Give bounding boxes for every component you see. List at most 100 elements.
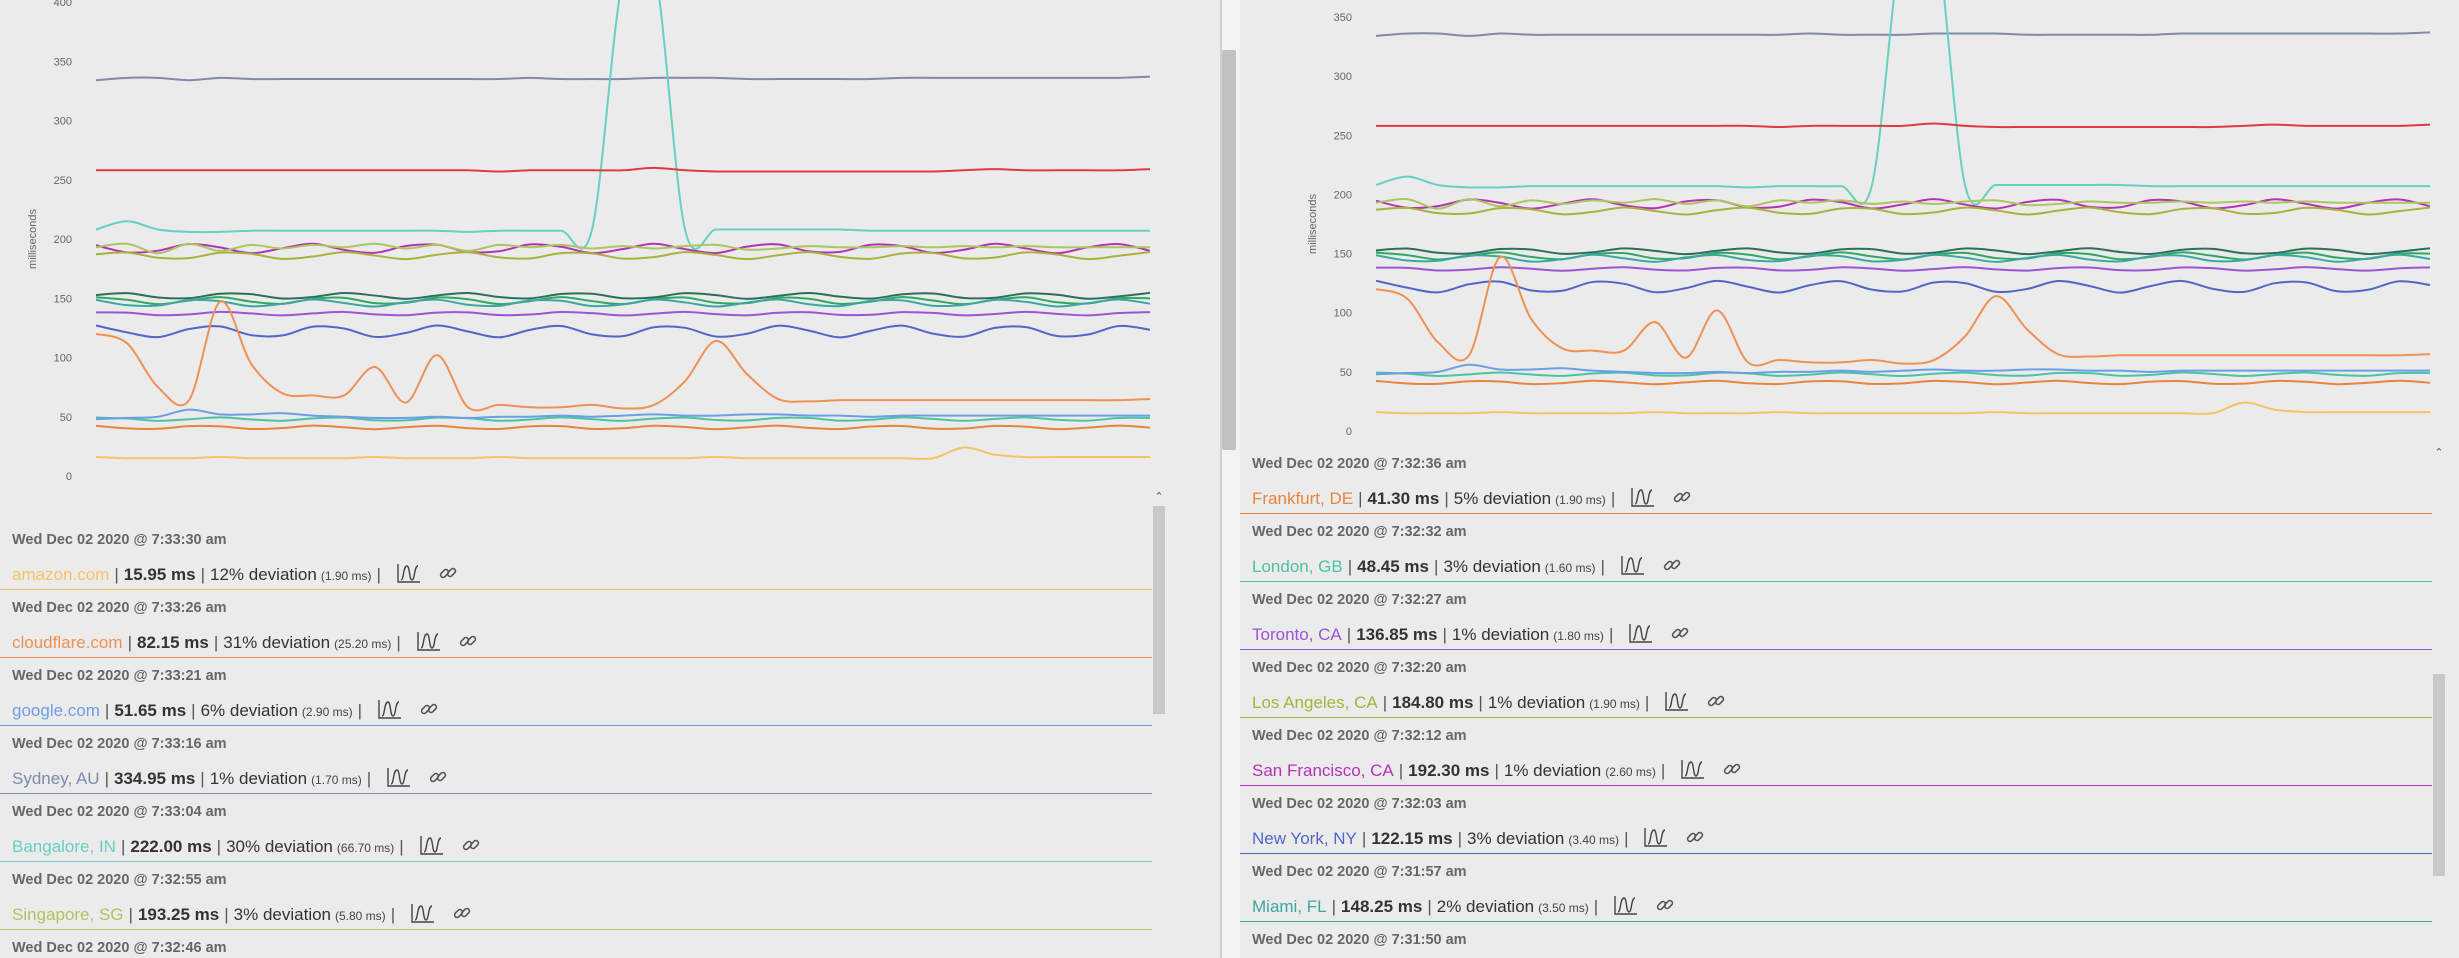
entry-summary: San Francisco, CA | 192.30 ms | 1% deviation… (1252, 754, 1742, 781)
series-line-cloudflare (1375, 255, 2431, 367)
link-icon[interactable] (1672, 487, 1692, 507)
link-icon[interactable] (1655, 895, 1675, 915)
log-entry: Wed Dec 02 2020 @ 7:33:30 am amazon.com | 1… (0, 522, 1152, 590)
series-line-toronto (1375, 266, 2431, 272)
trend-chart-icon[interactable] (416, 630, 442, 652)
y-tick-label: 250 (1334, 130, 1352, 142)
series-line-bangalore (95, 0, 1150, 250)
link-icon[interactable] (1706, 691, 1726, 711)
series-line-losangeles (1375, 206, 2431, 216)
entry-location: New York, NY (1252, 829, 1357, 848)
entry-deviation-ms: (5.80 ms) (335, 909, 386, 923)
link-icon[interactable] (1662, 555, 1682, 575)
entry-latency: 122.15 ms (1371, 829, 1453, 848)
separator: | (1593, 897, 1599, 916)
entry-location: Miami, FL (1252, 897, 1327, 916)
log-entry: Wed Dec 02 2020 @ 7:33:16 am Sydney, AU | 3… (0, 726, 1152, 794)
log-entry: Wed Dec 02 2020 @ 7:32:36 am Frankfurt, D… (1240, 446, 2432, 514)
trend-chart-icon[interactable] (396, 562, 422, 584)
scroll-up-icon[interactable]: ⌃ (2434, 447, 2444, 459)
entry-timestamp: Wed Dec 02 2020 @ 7:31:50 am (1252, 932, 1467, 948)
series-line-miami (1375, 253, 2431, 263)
link-icon[interactable] (461, 835, 481, 855)
link-icon[interactable] (1722, 759, 1742, 779)
entry-location: amazon.com (12, 565, 110, 584)
log-entry: Wed Dec 02 2020 @ 7:32:03 am New York, NY… (1240, 786, 2432, 854)
log-entry: Wed Dec 02 2020 @ 7:32:32 am London, GB | 4… (1240, 514, 2432, 582)
series-line-newyork (95, 324, 1151, 339)
link-icon[interactable] (428, 767, 448, 787)
separator: | (1660, 761, 1666, 780)
entry-deviation: 2% deviation (1436, 897, 1535, 916)
link-icon[interactable] (458, 631, 478, 651)
trend-chart-icon[interactable] (1664, 690, 1690, 712)
trend-chart-icon[interactable] (1643, 826, 1669, 848)
entry-timestamp: Wed Dec 02 2020 @ 7:32:27 am (1252, 592, 1467, 608)
link-icon[interactable] (438, 563, 458, 583)
entry-timestamp: Wed Dec 02 2020 @ 7:33:04 am (12, 804, 227, 820)
scroll-thumb[interactable] (1153, 506, 1165, 714)
separator: | (399, 837, 404, 856)
separator: | (1361, 829, 1367, 848)
separator: | (1434, 557, 1439, 576)
y-tick-label: 0 (66, 471, 72, 483)
series-line-amazon (95, 446, 1150, 461)
entry-location: Toronto, CA (1252, 625, 1342, 644)
entry-deviation: 5% deviation (1453, 489, 1552, 508)
trend-chart-icon[interactable] (1630, 486, 1656, 508)
trend-chart-icon[interactable] (410, 902, 436, 924)
page-scroll-space (1222, 0, 1236, 45)
separator: | (1608, 625, 1614, 644)
y-tick-label: 400 (54, 0, 72, 9)
series-line-london (1375, 371, 2431, 377)
left-panel: milliseconds 0 50 100 150 200 250 300 350 400 Wed… (0, 0, 1220, 958)
log-entry: Wed Dec 02 2020 @ 7:31:57 am Miami, FL | 14… (1240, 854, 2432, 922)
entry-timestamp: Wed Dec 02 2020 @ 7:32:03 am (1252, 796, 1467, 812)
separator: | (1331, 897, 1337, 916)
entry-timestamp: Wed Dec 02 2020 @ 7:33:21 am (12, 668, 227, 684)
y-tick-label: 200 (1334, 189, 1352, 201)
separator: | (376, 565, 381, 584)
scroll-thumb[interactable] (2433, 674, 2445, 876)
separator: | (1398, 761, 1404, 780)
link-icon[interactable] (1670, 623, 1690, 643)
scroll-up-icon[interactable]: ⌃ (1154, 491, 1164, 503)
entry-summary: Miami, FL | 148.25 ms | 2% deviation (3.50 ms… (1252, 890, 1675, 917)
entry-summary: Los Angeles, CA | 184.80 ms | 1% deviation (1… (1252, 686, 1726, 713)
trend-chart-icon[interactable] (1620, 554, 1646, 576)
trend-chart-icon[interactable] (1628, 622, 1654, 644)
separator: | (1427, 897, 1432, 916)
entry-timestamp: Wed Dec 02 2020 @ 7:32:12 am (1252, 728, 1467, 744)
entry-timestamp: Wed Dec 02 2020 @ 7:32:36 am (1252, 456, 1467, 472)
y-tick-label: 50 (1340, 367, 1352, 379)
link-icon[interactable] (452, 903, 472, 923)
entry-location: London, GB (1252, 557, 1343, 576)
link-icon[interactable] (1685, 827, 1705, 847)
separator: | (1624, 829, 1629, 848)
entry-summary: New York, NY | 122.15 ms | 3% deviation (3.40… (1252, 822, 1705, 849)
y-tick-label: 100 (54, 353, 72, 365)
entry-latency: 41.30 ms (1367, 489, 1440, 508)
trend-chart-icon[interactable] (377, 698, 403, 720)
trend-chart-icon[interactable] (1680, 758, 1706, 780)
right-panel: milliseconds 0 50 100 150 200 250 300 350 Wed De… (1240, 0, 2459, 958)
link-icon[interactable] (419, 699, 439, 719)
trend-chart-icon[interactable] (386, 766, 412, 788)
entry-summary: Toronto, CA | 136.85 ms | 1% deviation (1.80 … (1252, 618, 1690, 645)
entry-location: google.com (12, 701, 100, 720)
entry-latency: 48.45 ms (1357, 557, 1430, 576)
log-scrollbar-left[interactable]: ⌃ (1152, 490, 1166, 958)
entry-summary: Singapore, SG | 193.25 ms | 3% deviation (5.8… (12, 898, 472, 925)
series-line-newyork (1375, 279, 2431, 294)
series-line-sydney (95, 75, 1151, 82)
series-line-frankfurt (1375, 379, 2431, 386)
entry-deviation: 1% deviation (1503, 761, 1602, 780)
y-tick-label: 150 (1334, 249, 1352, 261)
page-scroll-thumb[interactable] (1222, 50, 1236, 450)
separator: | (1358, 489, 1363, 508)
entry-deviation-ms: (2.90 ms) (301, 705, 353, 719)
log-scrollbar-right[interactable]: ⌃ (2432, 446, 2446, 958)
trend-chart-icon[interactable] (419, 834, 445, 856)
trend-chart-icon[interactable] (1613, 894, 1639, 916)
y-tick-label: 50 (60, 412, 72, 424)
